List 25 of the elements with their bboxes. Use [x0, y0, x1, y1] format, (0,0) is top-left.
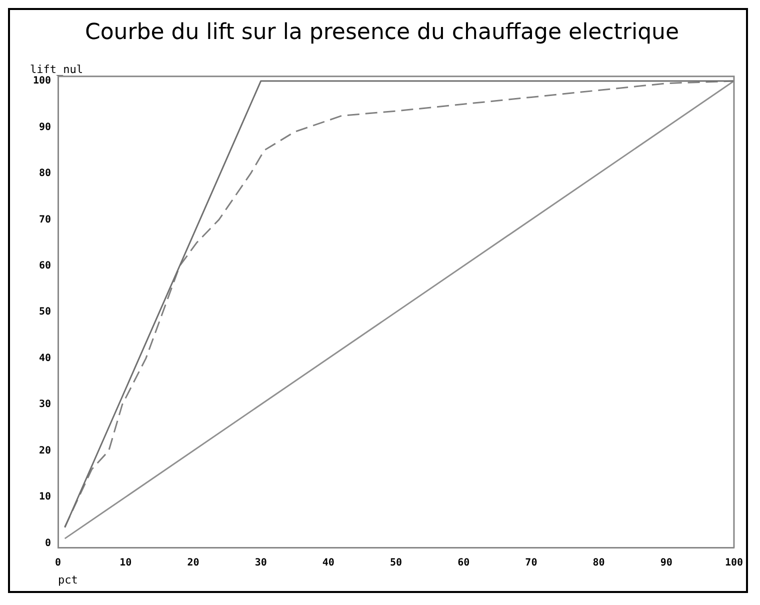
y-tick-label: 40 — [39, 352, 52, 364]
x-tick-label: 0 — [55, 557, 62, 568]
y-tick-label: 30 — [39, 399, 52, 410]
x-tick-label: 90 — [660, 557, 672, 568]
x-tick-label: 80 — [592, 557, 605, 568]
x-tick-label: 100 — [724, 557, 743, 568]
x-tick-label: 70 — [525, 557, 538, 568]
y-tick-label: 20 — [39, 445, 52, 456]
y-tick-label: 90 — [39, 122, 52, 133]
x-tick-label: 10 — [120, 557, 132, 568]
chart-title: Courbe du lift sur la presence du chauffage electrique — [84, 20, 680, 45]
y-tick-label: 10 — [39, 492, 52, 503]
y-tick-label: 100 — [33, 76, 52, 87]
x-tick-label: 20 — [187, 557, 200, 568]
y-tick-label: 50 — [39, 306, 52, 318]
x-tick-label: 40 — [322, 557, 334, 568]
x-tick-label: 30 — [254, 557, 267, 568]
x-axis-title: pct — [58, 573, 78, 586]
y-tick-label: 70 — [39, 214, 52, 226]
x-tick-label: 60 — [458, 557, 470, 568]
y-tick-label: 0 — [45, 538, 52, 549]
y-tick-label: 80 — [39, 168, 52, 180]
x-tick-label: 50 — [390, 557, 402, 568]
y-axis-title: lift_nul — [30, 62, 83, 76]
y-tick-label: 60 — [39, 260, 52, 272]
